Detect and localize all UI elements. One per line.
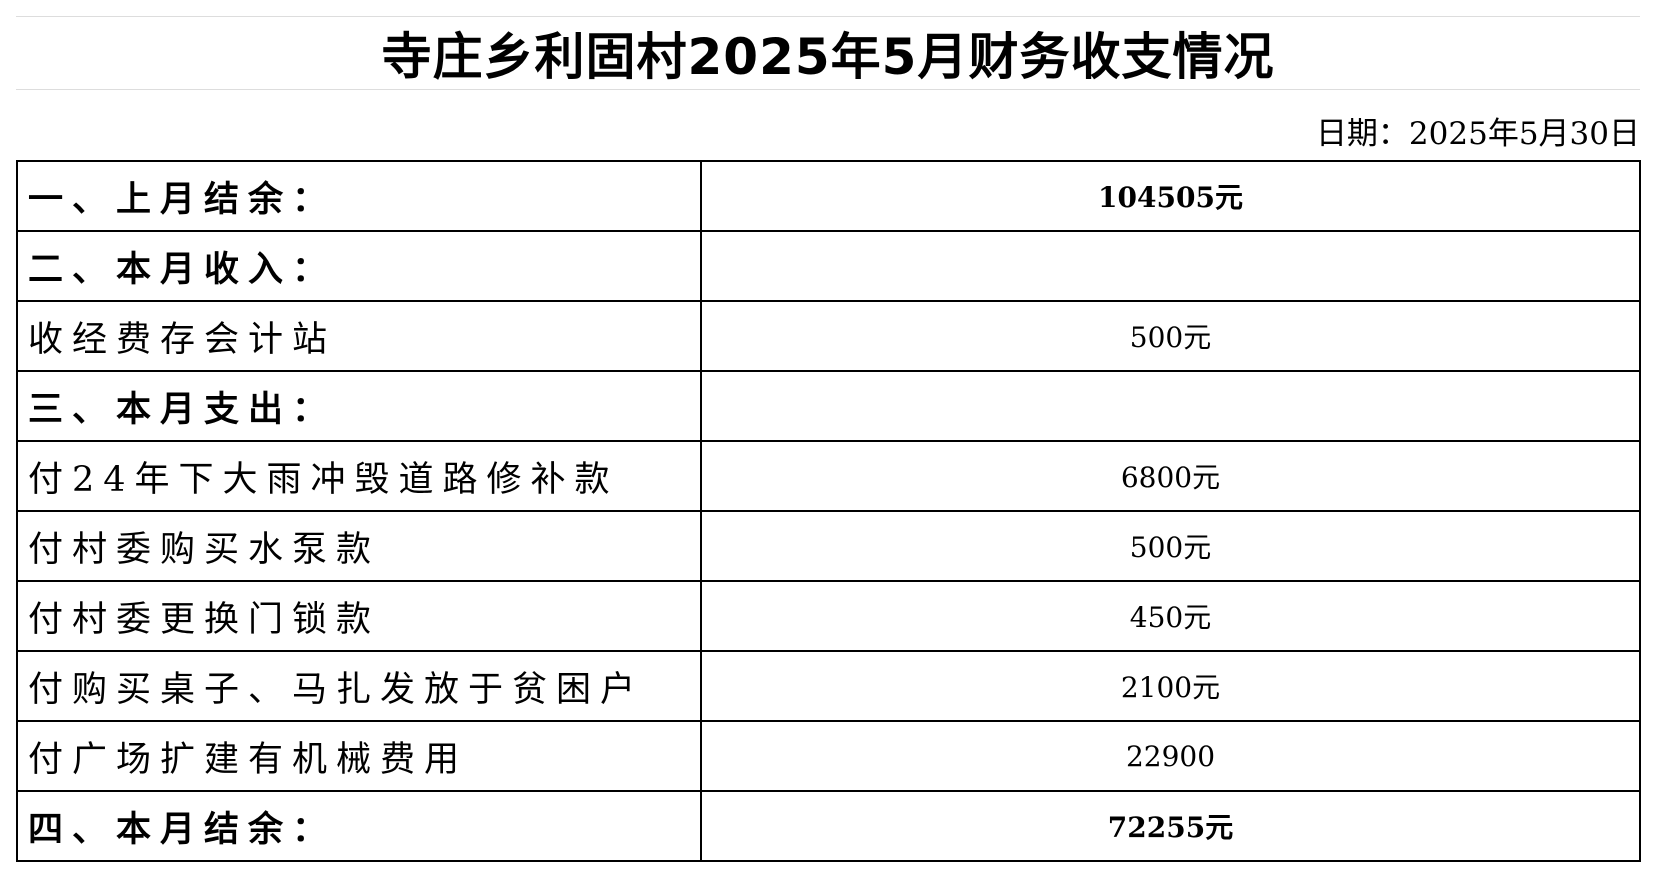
- item-cell: 付购买桌子、马扎发放于贫困户: [16, 650, 702, 722]
- amount-cell: 500元: [700, 300, 1641, 372]
- table-row: 付村委更换门锁款 450元: [16, 580, 1641, 652]
- table-row: 付广场扩建有机械费用 22900: [16, 720, 1641, 792]
- item-cell: 二、本月收入：: [16, 230, 702, 302]
- amount-cell: 104505元: [700, 160, 1641, 232]
- amount-cell: 450元: [700, 580, 1641, 652]
- item-cell: 付村委购买水泵款: [16, 510, 702, 582]
- table-row: 付24年下大雨冲毁道路修补款 6800元: [16, 440, 1641, 512]
- table-row: 一、上月结余： 104505元: [16, 160, 1641, 232]
- table-row: 三、本月支出：: [16, 370, 1641, 442]
- finance-table: 一、上月结余： 104505元 二、本月收入： 收经费存会计站 500元 三、本月支出：付…: [16, 160, 1641, 862]
- item-cell: 付广场扩建有机械费用: [16, 720, 702, 792]
- item-cell: 四、本月结余：: [16, 790, 702, 862]
- table-row: 付购买桌子、马扎发放于贫困户 2100元: [16, 650, 1641, 722]
- item-cell: 付村委更换门锁款: [16, 580, 702, 652]
- amount-cell: 500元: [700, 510, 1641, 582]
- amount-cell: [700, 370, 1641, 442]
- amount-cell: 6800元: [700, 440, 1641, 512]
- page-title: 寺庄乡利固村2025年5月财务收支情况: [16, 16, 1640, 90]
- amount-cell: 2100元: [700, 650, 1641, 722]
- amount-cell: 72255元: [700, 790, 1641, 862]
- item-cell: 收经费存会计站: [16, 300, 702, 372]
- item-cell: 三、本月支出：: [16, 370, 702, 442]
- table-row: 四、本月结余： 72255元: [16, 790, 1641, 862]
- table-row: 付村委购买水泵款 500元: [16, 510, 1641, 582]
- amount-cell: [700, 230, 1641, 302]
- item-cell: 付24年下大雨冲毁道路修补款: [16, 440, 702, 512]
- table-row: 收经费存会计站 500元: [16, 300, 1641, 372]
- table-row: 二、本月收入：: [16, 230, 1641, 302]
- amount-cell: 22900: [700, 720, 1641, 792]
- report-date: 日期：2025年5月30日: [1315, 116, 1640, 152]
- item-cell: 一、上月结余：: [16, 160, 702, 232]
